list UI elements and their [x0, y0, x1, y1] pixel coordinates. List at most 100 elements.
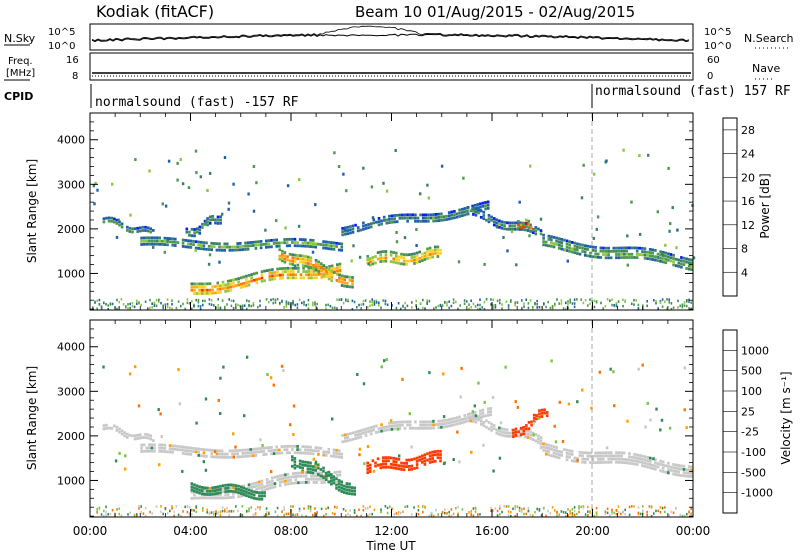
scatter-band [512, 408, 549, 438]
range-gate-cell [496, 299, 499, 303]
range-gate-cell [557, 246, 561, 250]
range-gate-cell [655, 407, 658, 411]
range-gate-cell [142, 443, 146, 447]
range-gate-cell [522, 426, 526, 429]
range-gate-cell [505, 434, 509, 438]
range-gate-cell [281, 249, 284, 253]
range-gate-cell [200, 282, 204, 286]
range-gate-cell [602, 253, 605, 256]
range-gate-cell [314, 203, 317, 207]
range-gate-cell [167, 159, 171, 163]
range-gate-cell [285, 302, 288, 306]
range-gate-cell [400, 464, 403, 468]
range-gate-cell [550, 444, 553, 448]
range-gate-cell [622, 148, 625, 152]
range-gate-cell [376, 257, 380, 261]
range-gate-cell [539, 439, 543, 443]
range-gate-cell [667, 258, 670, 262]
range-gate-cell [158, 236, 161, 240]
range-gate-cell [583, 250, 587, 254]
range-gate-cell [525, 424, 528, 427]
range-gate-cell [570, 449, 574, 453]
range-gate-cell [202, 244, 206, 248]
range-gate-cell [203, 285, 207, 289]
scatter-band [341, 200, 490, 237]
range-gate-cell [237, 484, 240, 488]
range-gate-cell [177, 368, 180, 372]
range-gate-cell [176, 445, 180, 448]
range-gate-cell [217, 398, 220, 402]
range-gate-cell [672, 466, 675, 470]
x-tick-label: 20:00 [575, 524, 610, 538]
range-gate-cell [288, 444, 292, 448]
x-tick-label: 16:00 [475, 524, 510, 538]
range-gate-cell [228, 455, 232, 459]
range-gate-cell [231, 248, 234, 252]
range-gate-cell [612, 246, 616, 250]
range-gate-cell [252, 496, 256, 500]
range-gate-cell [206, 511, 208, 514]
range-gate-cell [415, 512, 417, 515]
range-gate-cell [232, 432, 235, 436]
range-gate-cell [254, 247, 258, 250]
range-gate-cell [481, 411, 485, 415]
range-gate-cell [646, 456, 649, 459]
range-gate-cell [178, 402, 182, 406]
range-gate-cell [320, 272, 324, 276]
range-gate-cell [188, 233, 191, 237]
range-gate-cell [499, 513, 501, 516]
range-gate-cell [191, 508, 193, 512]
range-gate-cell [148, 449, 151, 453]
range-gate-cell [578, 246, 582, 250]
range-gate-cell [260, 273, 264, 277]
range-gate-cell [690, 475, 694, 478]
range-gate-cell [393, 424, 396, 428]
range-gate-cell [599, 451, 603, 455]
range-gate-cell [514, 514, 516, 518]
range-gate-cell [296, 244, 299, 248]
range-gate-cell [200, 285, 204, 289]
range-gate-cell [556, 510, 558, 514]
range-gate-cell [218, 452, 221, 456]
range-gate-cell [118, 220, 121, 224]
power-y-axis-label: Slant Range [km] [25, 159, 39, 263]
range-gate-cell [635, 299, 637, 302]
range-gate-cell [189, 242, 193, 246]
range-gate-cell [424, 420, 428, 424]
range-gate-cell [289, 266, 292, 270]
range-gate-cell [127, 303, 129, 306]
range-gate-cell [320, 275, 324, 279]
range-gate-cell [127, 306, 129, 310]
range-gate-cell [354, 223, 357, 227]
range-gate-cell [371, 459, 375, 463]
range-gate-cell [635, 459, 639, 463]
range-gate-cell [439, 456, 442, 460]
range-gate-cell [674, 463, 678, 467]
range-gate-cell [414, 213, 417, 217]
range-gate-cell [641, 253, 644, 257]
range-gate-cell [343, 487, 346, 491]
range-gate-cell [211, 496, 214, 500]
range-gate-cell [199, 307, 202, 311]
range-gate-cell [319, 446, 323, 450]
range-gate-cell [543, 408, 546, 412]
range-gate-cell [353, 511, 356, 514]
range-gate-cell [646, 513, 648, 517]
range-gate-cell [270, 470, 273, 474]
range-gate-cell [659, 256, 662, 260]
range-gate-cell [144, 432, 147, 436]
range-gate-cell [265, 481, 269, 485]
range-gate-cell [203, 282, 207, 286]
range-gate-cell [586, 457, 590, 461]
range-gate-cell [188, 514, 191, 517]
range-gate-cell [194, 246, 198, 250]
range-gate-cell [490, 303, 492, 306]
range-gate-cell [351, 431, 355, 435]
range-gate-cell [374, 464, 377, 468]
range-gate-cell [309, 452, 312, 455]
range-gate-cell [503, 221, 506, 224]
range-gate-cell [202, 448, 206, 451]
range-gate-cell [573, 241, 577, 245]
range-gate-cell [471, 204, 474, 208]
range-gate-cell [432, 426, 435, 430]
